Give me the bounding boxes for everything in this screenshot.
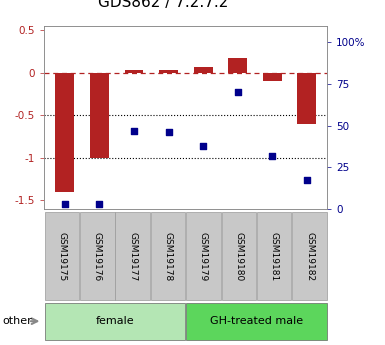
Text: GSM19175: GSM19175: [57, 231, 67, 281]
Bar: [194, 67, 213, 73]
Text: female: female: [96, 316, 134, 326]
Point: [166, 129, 172, 135]
Point: [131, 128, 137, 134]
Bar: [297, 73, 316, 124]
Text: GSM19176: GSM19176: [93, 231, 102, 281]
Point: [303, 178, 310, 183]
Bar: [263, 73, 281, 81]
Bar: [124, 70, 144, 73]
Point: [62, 201, 68, 207]
Text: GSM19179: GSM19179: [199, 231, 208, 281]
Text: GSM19182: GSM19182: [305, 231, 314, 281]
Text: GSM19181: GSM19181: [270, 231, 279, 281]
Point: [200, 143, 206, 148]
Point: [96, 201, 102, 207]
Bar: [90, 73, 109, 158]
Point: [234, 90, 241, 95]
Text: GDS862 / 7.2.7.2: GDS862 / 7.2.7.2: [98, 0, 228, 10]
Text: GSM19180: GSM19180: [234, 231, 243, 281]
Text: other: other: [2, 316, 32, 326]
Point: [269, 153, 275, 158]
Bar: [55, 73, 74, 192]
Text: GH-treated male: GH-treated male: [210, 316, 303, 326]
Bar: [159, 70, 178, 73]
Bar: [228, 58, 247, 73]
Text: GSM19178: GSM19178: [164, 231, 172, 281]
Text: GSM19177: GSM19177: [128, 231, 137, 281]
